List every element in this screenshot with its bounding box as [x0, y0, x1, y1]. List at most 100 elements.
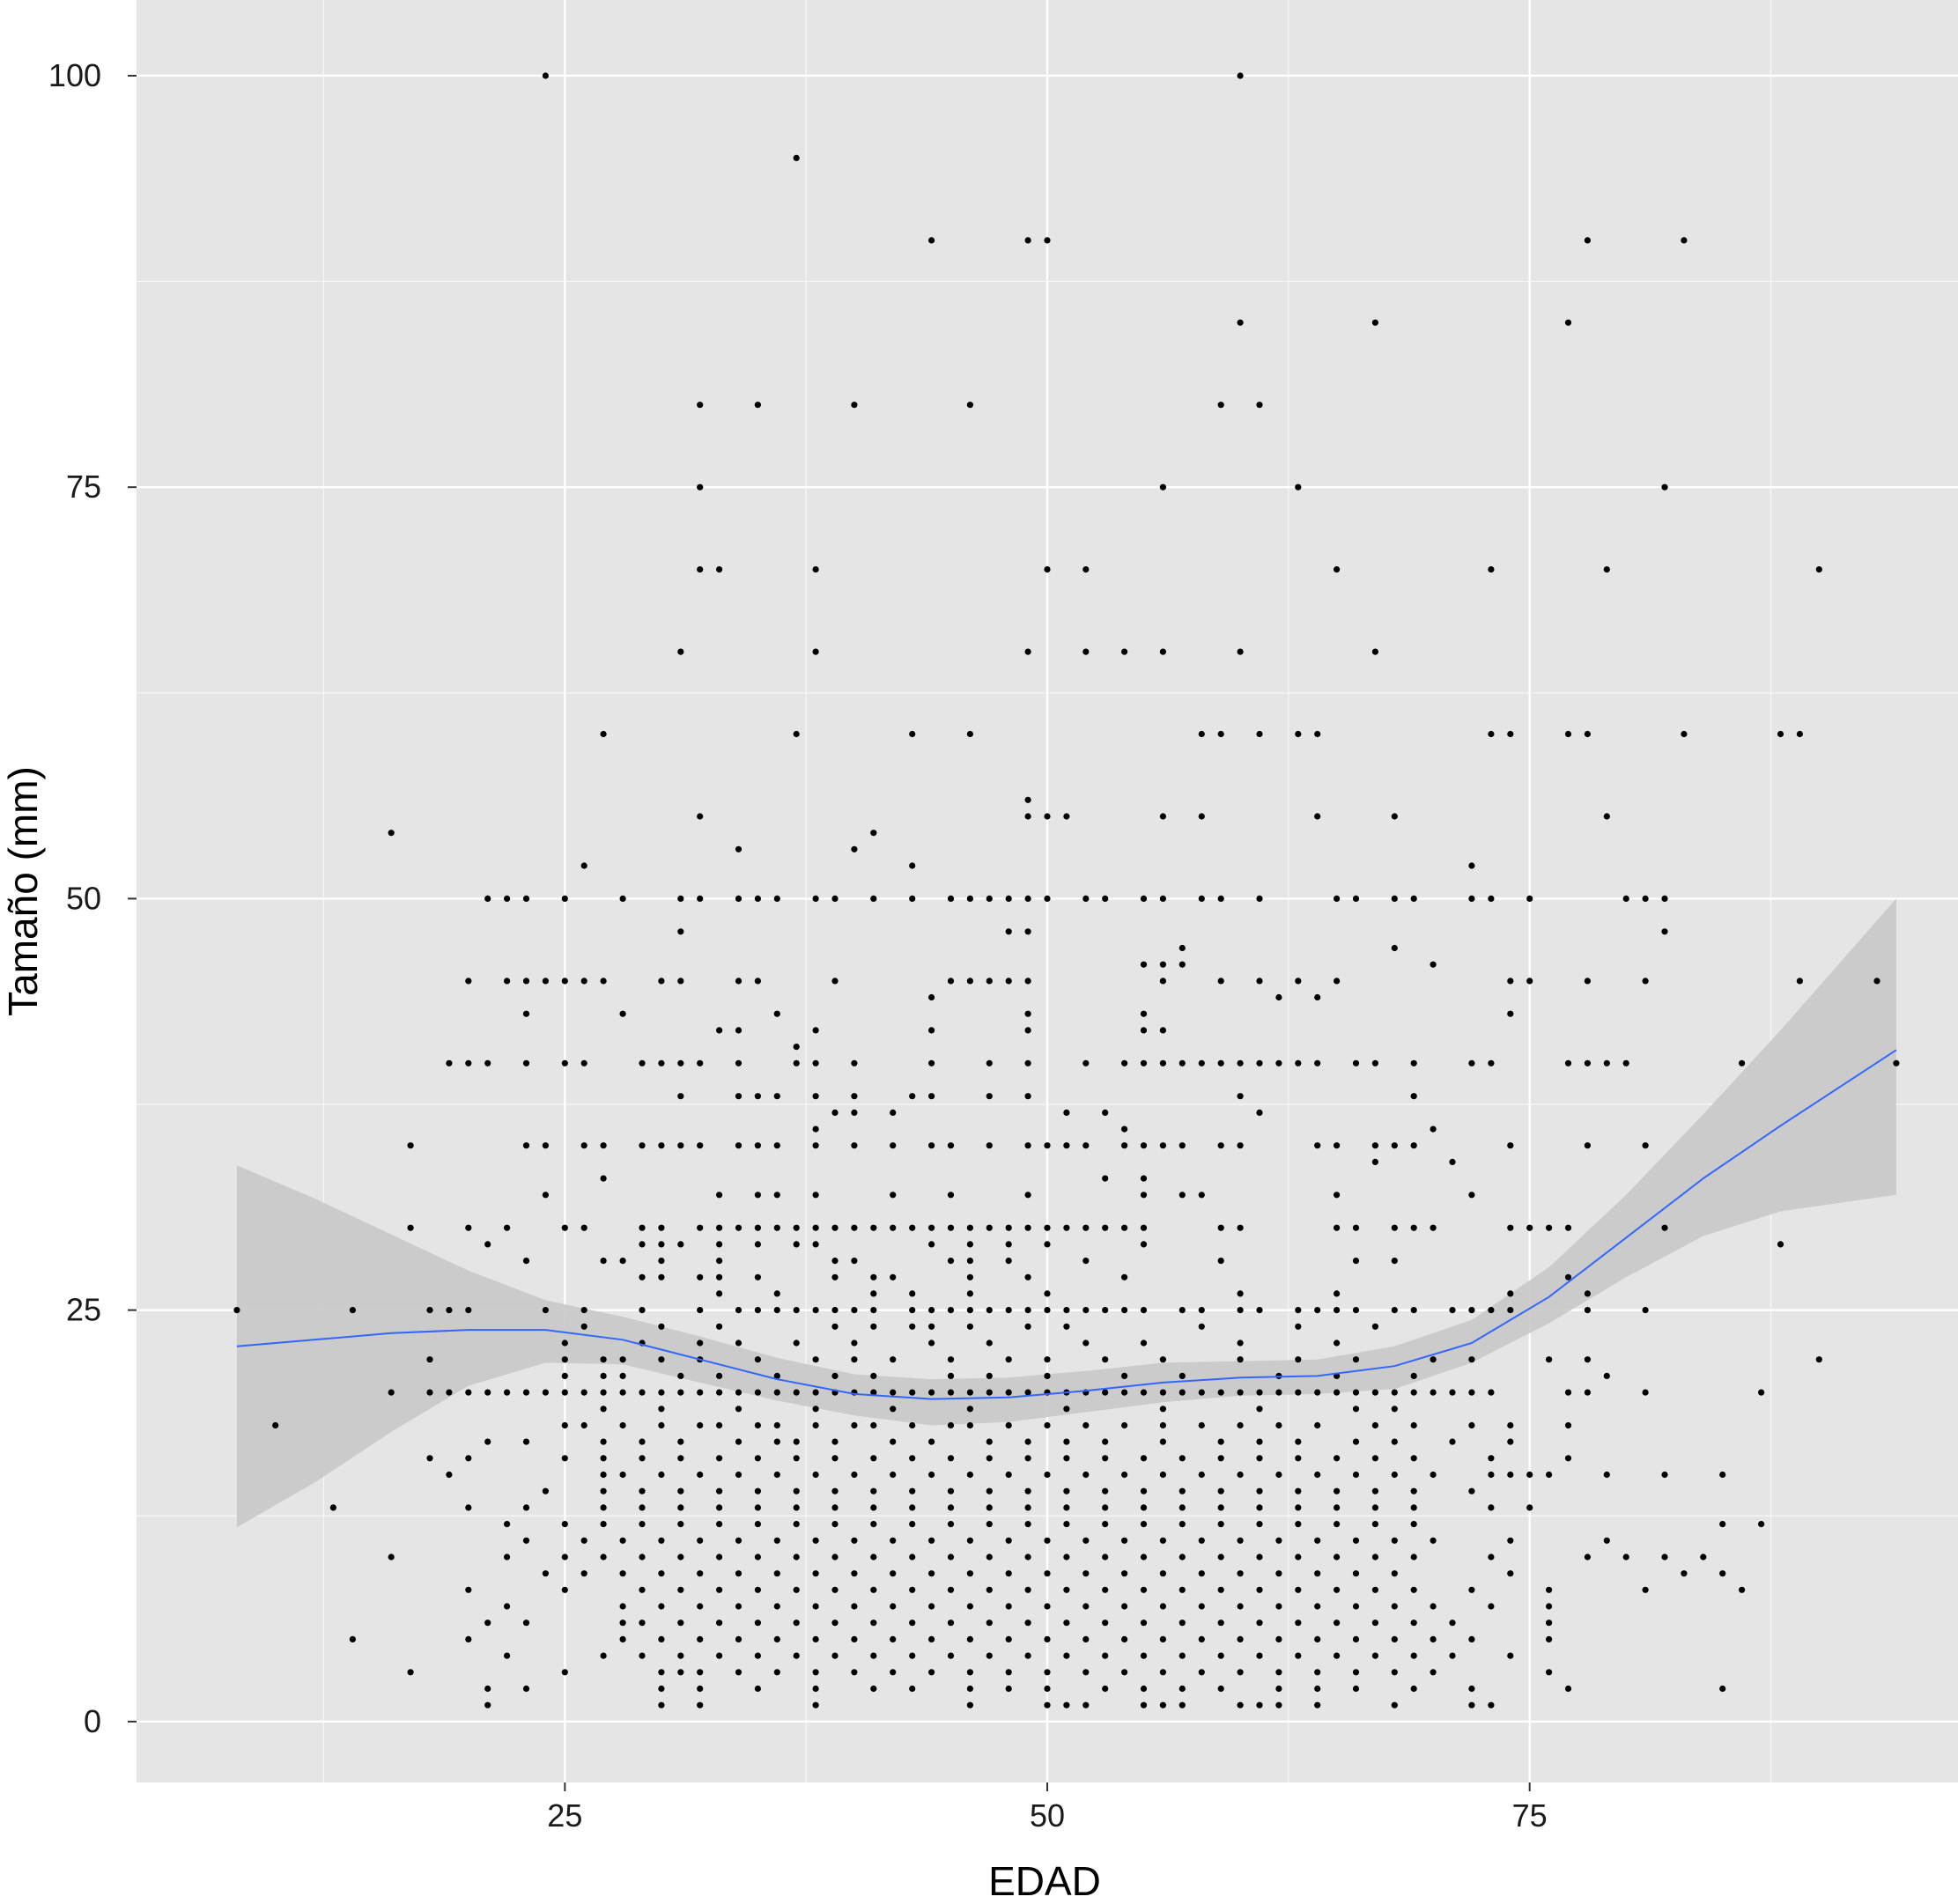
data-point [1178, 1586, 1186, 1593]
data-point [1334, 1553, 1341, 1561]
data-point [890, 1142, 897, 1149]
data-point [407, 1669, 414, 1676]
data-point [793, 154, 800, 161]
data-point [619, 895, 626, 902]
data-point [1468, 1701, 1475, 1708]
data-point [1391, 895, 1398, 902]
data-point [754, 1487, 762, 1494]
data-point [1314, 1669, 1321, 1676]
data-point [1159, 895, 1166, 902]
data-point [1584, 730, 1591, 738]
data-point [1217, 1438, 1224, 1445]
data-point [1777, 1241, 1784, 1248]
data-point [484, 1685, 491, 1693]
data-point [1198, 1669, 1205, 1676]
data-point [697, 1685, 704, 1693]
data-point [1082, 1307, 1090, 1314]
data-point [639, 1620, 646, 1627]
data-point [561, 1421, 568, 1429]
data-point [561, 1669, 568, 1676]
data-point [890, 1635, 897, 1642]
data-point [639, 1224, 646, 1231]
data-point [600, 1553, 607, 1561]
data-point [1893, 1059, 1900, 1066]
data-point [1334, 1192, 1341, 1199]
data-point [716, 1389, 723, 1396]
data-point [947, 1620, 955, 1627]
data-point [1449, 1438, 1456, 1445]
data-point [1314, 1603, 1321, 1610]
data-point [1198, 1635, 1205, 1642]
data-point [1082, 1421, 1090, 1429]
data-point [1159, 1027, 1166, 1034]
data-point [1140, 1620, 1148, 1627]
data-point [1005, 1570, 1012, 1577]
data-point [1371, 648, 1378, 655]
data-point [504, 978, 511, 985]
data-point [1314, 813, 1321, 820]
data-point [1102, 1504, 1109, 1511]
data-point [697, 566, 704, 573]
data-point [1024, 1224, 1031, 1231]
data-point [697, 1389, 704, 1396]
data-point [986, 1504, 993, 1511]
data-point [735, 1635, 743, 1642]
data-point [1256, 1586, 1263, 1593]
data-point [716, 1553, 723, 1561]
data-point [1314, 730, 1321, 738]
data-point [793, 1487, 800, 1494]
data-point [619, 1010, 626, 1017]
data-point [966, 730, 973, 738]
data-point [1295, 1521, 1302, 1528]
data-point [1468, 1192, 1475, 1199]
data-point [1371, 1521, 1378, 1528]
data-point [1256, 978, 1263, 985]
data-point [870, 1307, 877, 1314]
data-point [1102, 1307, 1109, 1314]
data-point [1410, 1389, 1417, 1396]
data-point [1140, 1339, 1148, 1347]
data-point [1584, 1307, 1591, 1314]
data-point [561, 1521, 568, 1528]
data-point [697, 895, 704, 902]
data-point [1024, 1487, 1031, 1494]
data-point [1159, 978, 1166, 985]
data-point [909, 1504, 916, 1511]
data-point [909, 1521, 916, 1528]
data-point [1237, 1389, 1244, 1396]
data-point [1198, 1059, 1205, 1066]
data-point [831, 1273, 839, 1280]
data-point [890, 1570, 897, 1577]
data-point [1488, 1603, 1495, 1610]
data-point [735, 1307, 743, 1314]
data-point [812, 566, 819, 573]
data-point [1564, 1389, 1572, 1396]
data-point [1024, 1093, 1031, 1100]
data-point [658, 1142, 665, 1149]
data-point [619, 1620, 626, 1627]
data-point [1024, 1323, 1031, 1330]
data-point [522, 1010, 530, 1017]
data-point [1024, 928, 1031, 935]
data-point [966, 1258, 973, 1265]
data-point [890, 1438, 897, 1445]
data-point [1063, 1586, 1070, 1593]
data-point [697, 1224, 704, 1231]
data-point [658, 1701, 665, 1708]
data-point [1082, 648, 1090, 655]
data-point [1237, 1537, 1244, 1544]
data-point [619, 1537, 626, 1544]
data-point [1295, 730, 1302, 738]
data-point [561, 1339, 568, 1347]
data-point [619, 1421, 626, 1429]
data-point [1237, 1603, 1244, 1610]
data-point [1237, 1142, 1244, 1149]
data-point [1526, 1471, 1533, 1479]
data-point [542, 1142, 550, 1149]
data-point [1140, 1224, 1148, 1231]
data-point [1140, 1307, 1148, 1314]
data-point [773, 1570, 780, 1577]
data-point [619, 1372, 626, 1379]
data-point [1005, 1603, 1012, 1610]
